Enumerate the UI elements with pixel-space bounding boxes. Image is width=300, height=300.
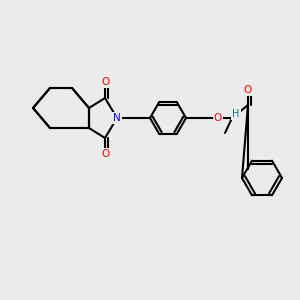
Text: H: H (232, 109, 240, 119)
Text: O: O (101, 149, 109, 159)
Text: O: O (244, 85, 252, 95)
Text: O: O (214, 113, 222, 123)
Text: O: O (101, 77, 109, 87)
Text: N: N (113, 113, 121, 123)
